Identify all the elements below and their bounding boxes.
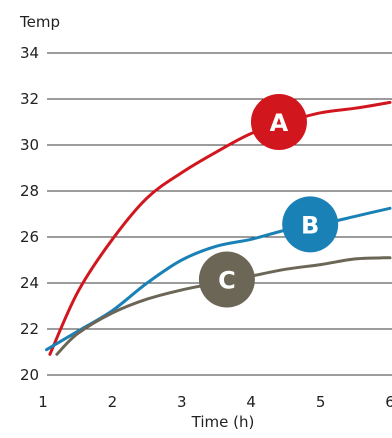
badge-label-b: B	[301, 211, 319, 239]
y-tick-label-34: 34	[20, 44, 39, 62]
badge-label-a: A	[270, 109, 289, 137]
gridlines	[47, 52, 392, 376]
series-badge-c: C	[198, 251, 255, 308]
y-tick-label-26: 26	[20, 228, 39, 246]
series-line-a	[48, 100, 392, 356]
x-tick-label-2: 2	[108, 393, 118, 411]
badge-circle-c	[198, 251, 255, 308]
series-badges: A B C	[198, 94, 339, 308]
x-tick-label-4: 4	[246, 393, 256, 411]
y-tick-label-30: 30	[20, 136, 39, 154]
x-tick-label-3: 3	[177, 393, 187, 411]
badge-circle-b	[282, 196, 339, 253]
badge-circle-a	[250, 94, 307, 150]
badge-label-c: C	[218, 267, 236, 295]
y-tick-label-32: 32	[20, 90, 39, 108]
y-tick-label-22: 22	[20, 320, 39, 338]
x-tick-label-1: 1	[38, 393, 48, 411]
series-badge-a: A	[250, 94, 307, 150]
y-tick-label-28: 28	[20, 182, 39, 200]
x-tick-label-6: 6	[385, 393, 392, 411]
x-axis-title: Time (h)	[191, 413, 255, 431]
y-axis-title: Temp	[19, 13, 60, 31]
y-tick-label-20: 20	[20, 366, 39, 384]
y-tick-label-24: 24	[20, 274, 39, 292]
series-badge-b: B	[282, 196, 339, 253]
x-axis-ticks: 1 2 3 4 5 6	[38, 393, 392, 411]
series-lines	[45, 100, 392, 356]
y-axis-ticks: 20 22 24 26 28 30 32 34	[20, 44, 39, 384]
x-tick-label-5: 5	[316, 393, 326, 411]
